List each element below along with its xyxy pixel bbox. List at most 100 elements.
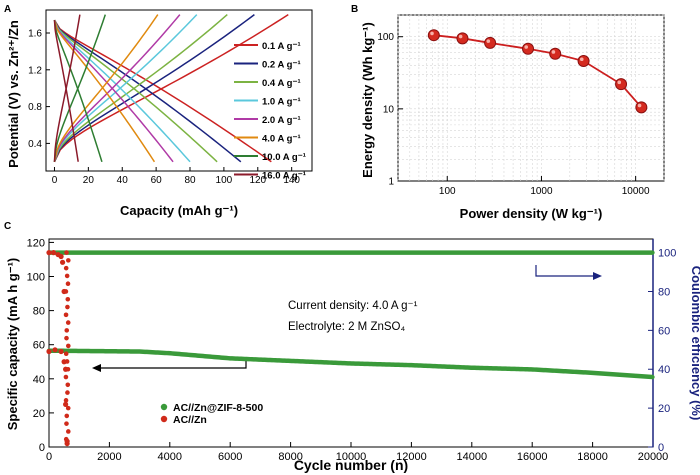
panel-a-ytick-label-1.6: 1.6 xyxy=(28,29,42,40)
panel-c-red-drop-point xyxy=(65,320,71,325)
panel-b-point-3 xyxy=(522,42,535,55)
panel-a-discharge-curve-0 xyxy=(53,19,272,163)
panel-c-red-drop-point xyxy=(66,343,71,349)
panel-c-legend-label-1: AC//Zn xyxy=(173,414,207,426)
panel-c-xtick-label-6000: 6000 xyxy=(218,451,242,463)
panel-a-xtick-label-100: 100 xyxy=(216,175,233,186)
panel-b-ylabel: Energy density (Wh kg⁻¹) xyxy=(360,22,375,178)
panel-c-red-drop-point xyxy=(65,405,71,411)
panel-c-red-drop-point xyxy=(63,398,69,403)
panel-b-xtick-label-1: 1000 xyxy=(530,186,553,197)
arrow-to-right-axis xyxy=(535,265,602,280)
panel-a-xtick-label-40: 40 xyxy=(117,175,129,186)
panel-a-xtick-label-60: 60 xyxy=(151,175,163,186)
panel-c-y2tick-label-40: 40 xyxy=(658,364,670,376)
panel-c-red-efficiency-point-3 xyxy=(58,253,64,260)
panel-c-xtick-label-20000: 20000 xyxy=(638,451,669,463)
panel-c-ylabel: Specific capacity (mA h g⁻¹) xyxy=(5,258,20,431)
panel-a-chart: Capacity (mAh g⁻¹) Potential (V) vs. Zn²… xyxy=(6,9,313,218)
panel-a-discharge-curve-3 xyxy=(53,19,191,163)
panel-a-charge-curve-4 xyxy=(53,14,181,162)
panel-c-ytick-label-20: 20 xyxy=(33,408,45,420)
panel-c-red-efficiency-point-1 xyxy=(50,250,57,256)
panel-c-ytick-label-0: 0 xyxy=(39,442,45,454)
panel-a-charge-curve-7 xyxy=(53,14,81,162)
panel-b-xlabel: Power density (W kg⁻¹) xyxy=(460,206,603,221)
panel-a-legend-label-4: 2.0 A g⁻¹ xyxy=(262,115,301,126)
panel-c-red-drop-point xyxy=(63,265,69,271)
panel-a-ylabel: Potential (V) vs. Zn²⁺/Zn xyxy=(6,20,21,168)
panel-b-point-highlight-6 xyxy=(617,80,622,85)
panel-c-xtick-label-16000: 16000 xyxy=(517,451,548,463)
panel-c-red-drop-point xyxy=(64,335,69,341)
panel-b-point-2 xyxy=(484,36,497,49)
panel-a-charge-curve-2 xyxy=(53,14,228,163)
panel-c-red-drop-point xyxy=(64,328,70,333)
panel-c-annotation-current: Current density: 4.0 A g⁻¹ xyxy=(288,300,418,312)
panel-a-ytick-label-0.8: 0.8 xyxy=(28,102,42,113)
panel-a-discharge-curve-6 xyxy=(53,20,103,163)
panel-c-red-drop-point xyxy=(64,250,69,255)
panel-c-red-efficiency-point-4 xyxy=(59,259,66,265)
panel-c-xtick-label-18000: 18000 xyxy=(577,451,608,463)
panel-c-red-efficiency-point-0 xyxy=(46,250,52,256)
panel-b-point-0 xyxy=(427,29,440,42)
panel-b-point-6 xyxy=(615,78,628,91)
panel-b-point-4 xyxy=(549,47,562,60)
panel-c-ytick-label-40: 40 xyxy=(33,374,45,386)
panel-a-legend-label-0: 0.1 A g⁻¹ xyxy=(262,41,301,52)
panel-a-letter: A xyxy=(4,4,11,15)
panel-c-annotation-electrolyte: Electrolyte: 2 M ZnSO₄ xyxy=(288,321,405,333)
panel-c-y2tick-label-80: 80 xyxy=(658,286,670,298)
panel-c-chart: Cycle number (n) Specific capacity (mA h… xyxy=(5,237,700,473)
panel-b-point-highlight-1 xyxy=(458,34,463,39)
panel-a-charge-curve-6 xyxy=(53,14,107,162)
panel-c-green-capacity-band xyxy=(46,348,655,380)
panel-a-legend-label-5: 4.0 A g⁻¹ xyxy=(262,134,301,145)
panel-b-point-1 xyxy=(456,32,469,45)
panel-b-point-7 xyxy=(635,101,648,114)
panel-c-legend-label-0: AC//Zn@ZIF-8-500 xyxy=(173,402,263,414)
panel-c-red-drop-point xyxy=(66,429,71,434)
panel-b-series-line xyxy=(433,34,643,108)
panel-c-ytick-label-120: 120 xyxy=(27,237,45,249)
panel-a-xtick-label-80: 80 xyxy=(184,175,196,186)
panel-c-y2tick-label-0: 0 xyxy=(658,442,664,454)
panel-c-xtick-label-10000: 10000 xyxy=(336,451,367,463)
panel-a-xtick-label-0: 0 xyxy=(52,175,58,186)
panel-a-xtick-label-120: 120 xyxy=(249,175,266,186)
panel-a-xtick-label-140: 140 xyxy=(283,175,300,186)
panel-c-frame xyxy=(48,238,654,448)
panel-c-ytick-label-100: 100 xyxy=(27,272,45,284)
panel-c-letter: C xyxy=(4,221,11,232)
panel-c-red-drop-point xyxy=(63,351,69,356)
panel-c-xtick-label-4000: 4000 xyxy=(158,451,182,463)
panel-a-xlabel: Capacity (mAh g⁻¹) xyxy=(120,203,238,218)
panel-c-legend-marker-1 xyxy=(160,415,168,423)
panel-c-ytick-label-80: 80 xyxy=(33,306,45,318)
panel-b-point-highlight-7 xyxy=(637,103,642,108)
panel-b-letter: B xyxy=(351,4,358,15)
panel-c-red-drop-point xyxy=(65,296,71,302)
panel-c-xtick-label-8000: 8000 xyxy=(278,451,302,463)
panel-c-red-drop-point xyxy=(64,273,70,279)
panel-a-charge-curve-1 xyxy=(53,14,255,163)
panel-a-legend-label-1: 0.2 A g⁻¹ xyxy=(262,60,301,71)
panel-b-xtick-label-2: 10000 xyxy=(622,186,650,197)
panel-b-point-highlight-3 xyxy=(524,45,529,49)
panel-a-discharge-curve-5 xyxy=(53,19,156,163)
panel-a-ytick-label-0.4: 0.4 xyxy=(28,139,42,150)
panel-b-point-highlight-4 xyxy=(551,50,556,54)
panel-a-legend-label-6: 10.0 A g⁻¹ xyxy=(262,152,306,163)
panel-b-ytick-label-1: 10 xyxy=(383,104,395,115)
panel-c-red-drop-point xyxy=(63,374,69,380)
panel-c-xlabel: Cycle number (n) xyxy=(294,457,408,473)
panel-a-xtick-label-20: 20 xyxy=(83,175,95,186)
panel-c-xtick-label-0: 0 xyxy=(46,451,52,463)
panel-b-point-highlight-5 xyxy=(579,57,584,62)
panel-c-xtick-label-12000: 12000 xyxy=(396,451,427,463)
panel-a-charge-curve-0 xyxy=(53,13,289,163)
panel-c-legend-marker-0 xyxy=(160,403,168,411)
panel-c-red-drop-point xyxy=(63,312,69,318)
